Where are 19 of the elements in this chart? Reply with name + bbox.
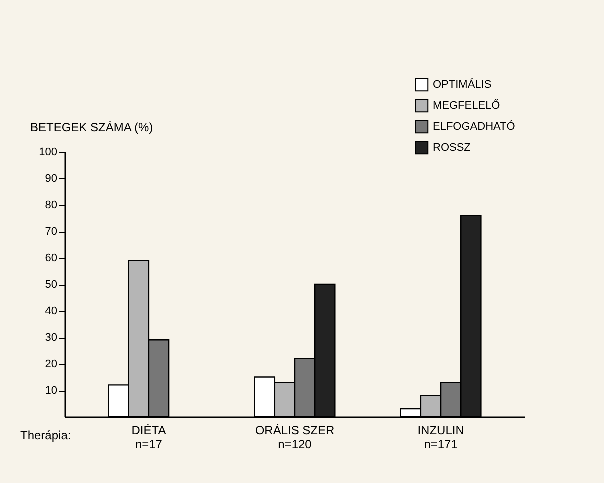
y-tick-label: 80 xyxy=(45,200,58,212)
legend-label: MEGFELELŐ xyxy=(433,99,501,112)
y-tick-label: 60 xyxy=(45,252,58,264)
x-tick-label: DIÉTA n=17 xyxy=(132,424,166,452)
y-tick-label: 10 xyxy=(45,385,58,397)
y-axis-title: BETEGEK SZÁMA (%) xyxy=(30,120,154,134)
legend-label: OPTIMÁLIS xyxy=(433,78,492,91)
x-tick-label: ORÁLIS SZER n=120 xyxy=(255,424,336,452)
x-axis-title: Therápia: xyxy=(20,428,72,442)
legend-label: ROSSZ xyxy=(433,142,472,154)
y-tick-label: 50 xyxy=(45,279,58,291)
y-tick-label: 40 xyxy=(45,306,58,318)
y-tick-label: 20 xyxy=(45,358,58,370)
y-tick-label: 100 xyxy=(39,146,58,158)
y-tick-label: 70 xyxy=(45,226,58,238)
legend-label: ELFOGADHATÓ xyxy=(433,120,516,133)
x-tick-label: INZULIN n=171 xyxy=(418,424,464,452)
y-tick-label: 30 xyxy=(45,332,58,344)
y-tick-label: 90 xyxy=(45,173,58,185)
